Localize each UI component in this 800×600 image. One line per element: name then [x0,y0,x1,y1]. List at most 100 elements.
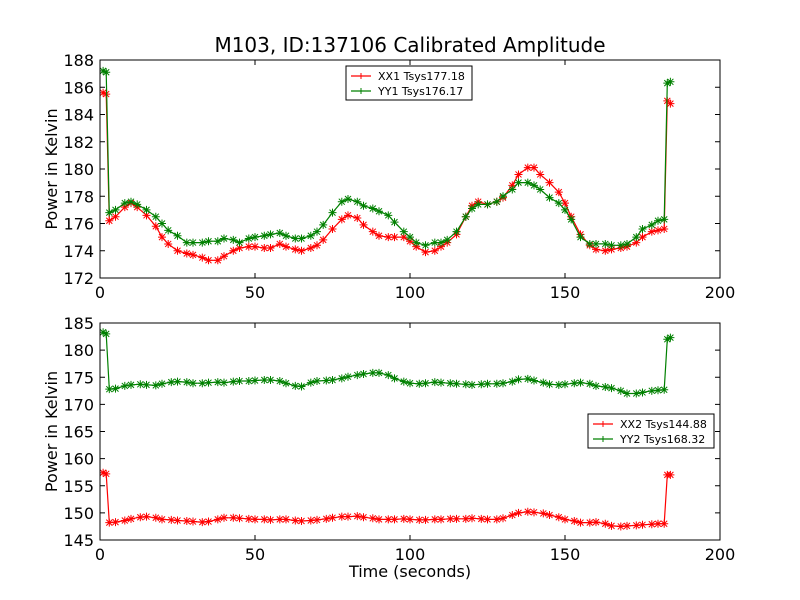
legend-marker [358,88,364,94]
data-point [623,389,631,398]
data-point [229,513,238,522]
data-point [220,513,228,522]
data-point [437,238,445,247]
data-point [483,515,492,524]
data-point [235,238,244,247]
data-point [384,211,393,220]
data-point [508,185,517,194]
data-point [554,188,563,197]
legend-box [345,65,473,101]
data-point [545,178,554,187]
data-point [244,514,253,523]
data-point [660,385,669,394]
data-point [244,242,253,251]
data-point [632,521,641,530]
data-point [291,245,300,254]
data-point [530,163,538,172]
data-point [430,238,439,247]
data-point [198,238,207,247]
data-point [198,379,207,388]
x-tick-label: 50 [245,283,265,302]
data-point [105,216,114,225]
data-point [306,231,315,240]
data-point [244,234,253,243]
plot-area [100,328,675,531]
y-tick-label: 188 [63,51,94,70]
data-point [530,376,538,385]
data-point [306,516,315,525]
data-point [514,375,523,384]
data-point [102,329,111,338]
x-tick-label: 0 [95,545,105,564]
data-point [337,374,346,383]
data-point [647,520,656,529]
data-point [492,379,501,388]
data-point [632,238,641,247]
legend-marker [600,436,606,442]
data-point [421,379,430,388]
data-point [607,245,616,254]
data-point [561,380,569,389]
data-point [468,514,476,523]
data-point [229,235,238,244]
data-point [173,377,182,386]
data-point [313,515,321,524]
data-point [437,378,445,387]
chart-title: M103, ID:137106 Calibrated Amplitude [214,33,605,57]
y-tick-label: 174 [63,242,94,261]
data-point [430,246,439,255]
data-point [142,512,151,521]
data-point [523,163,532,172]
data-point [297,234,306,243]
y-tick-label: 182 [63,133,94,152]
data-point [120,203,129,212]
data-point [251,233,259,242]
data-point [275,229,284,238]
data-point [554,513,563,522]
data-point [204,237,213,246]
data-point [638,520,647,529]
data-point [282,242,290,251]
data-point [399,377,408,386]
data-point [399,227,408,236]
data-point [384,371,393,380]
data-point [415,515,424,524]
data-point [468,204,476,213]
data-point [136,380,145,389]
y-tick-label: 172 [63,269,94,288]
data-point [508,377,517,386]
data-point [654,226,662,235]
data-point [585,379,594,388]
data-point [111,384,120,393]
data-point [291,381,300,390]
y-tick-label: 170 [63,395,94,414]
data-point [616,241,625,250]
data-point [499,192,507,201]
data-point [592,239,600,248]
data-point [368,227,377,236]
data-point [663,79,672,88]
data-point [530,508,538,517]
data-point [530,181,538,190]
bottom-panel: 0 50 100 150 200 145 150 155 160 165 170 175 180 185 P… [42,314,735,581]
data-point [468,380,476,389]
data-point [344,512,352,521]
data-point [570,379,579,388]
data-point [421,241,430,250]
data-point [368,368,377,377]
data-point [282,379,290,388]
data-point [266,375,275,384]
data-point [151,381,160,390]
data-point [437,242,445,251]
x-tick-label: 150 [550,545,581,564]
data-point [508,511,517,520]
data-point [229,377,238,386]
data-point [601,519,610,528]
data-point [421,248,430,257]
x-tick-label: 100 [395,545,426,564]
data-point [492,197,501,206]
data-point [666,77,675,86]
data-point [322,514,331,523]
data-point [337,215,346,224]
data-point [412,242,421,251]
